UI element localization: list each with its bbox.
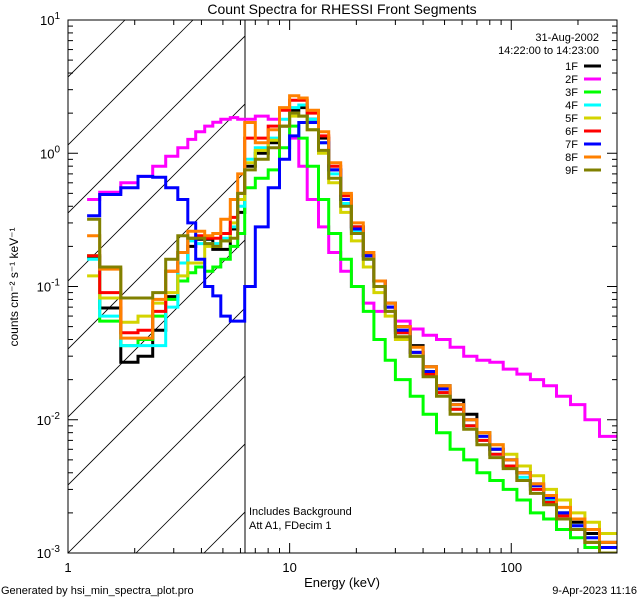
footer-timestamp: 9-Apr-2023 11:16 [552,585,637,597]
y-tick-base: 10 [37,546,51,561]
hatch-line [68,375,245,553]
x-tick-label: 100 [500,560,522,575]
legend-label: 6F [565,126,578,138]
legend-label: 4F [565,100,578,112]
x-tick-label: 1 [64,560,71,575]
x-tick-label: 10 [282,560,296,575]
hatch-line [68,103,245,282]
y-tick-label: 101 [40,11,60,28]
footer-generated-by: Generated by hsi_min_spectra_plot.pro [1,585,194,597]
hatch-line [135,443,245,553]
chart-title: Count Spectra for RHESSI Front Segments [207,1,476,17]
series-2F [87,114,617,438]
annotation-attenuator: Att A1, FDecim 1 [249,520,332,532]
series-3F [87,124,617,553]
series-8F [87,94,617,544]
y-tick-label: 10-1 [37,278,61,295]
x-axis-label: Energy (keV) [304,575,380,590]
legend-label: 7F [565,139,578,151]
series-9F [87,111,617,553]
legend-label: 3F [565,87,578,99]
y-tick-base: 10 [40,146,54,161]
y-tick-exponent: 1 [54,11,60,22]
y-axis-label: counts cm⁻² s⁻¹ keV⁻¹ [7,227,21,346]
legend-label: 5F [565,113,578,125]
y-tick-label: 10-3 [37,544,61,561]
legend-label: 2F [565,74,578,86]
series-4F [87,103,617,549]
hatch-line [68,171,245,350]
y-tick-label: 100 [40,144,60,161]
y-tick-exponent: -1 [51,278,60,289]
annotation-background: Includes Background [249,506,352,518]
hatched-region [68,20,640,553]
y-tick-base: 10 [40,13,54,28]
plot-frame [67,19,618,554]
hatch-line [272,20,640,553]
legend-label: 8F [565,152,578,164]
x-tick-labels: 1 10 100 [64,560,522,575]
hatch-line [68,239,245,418]
y-tick-exponent: -2 [51,411,60,422]
y-tick-label: 10-2 [37,411,61,428]
legend-label: 9F [565,165,578,177]
date-label: 31-Aug-2002 [535,32,599,44]
legend-label: 1F [565,61,578,73]
hatch-line [68,35,245,214]
time-range-label: 14:22:00 to 14:23:00 [498,45,599,57]
y-tick-base: 10 [37,280,51,295]
y-tick-exponent: -3 [51,544,60,555]
hatch-line [68,20,194,146]
y-tick-exponent: 0 [54,144,60,155]
hatch-line [68,307,245,486]
y-tick-base: 10 [37,413,51,428]
axis-ticks [67,19,618,554]
hatch-line [544,20,640,553]
series-group [87,94,617,553]
